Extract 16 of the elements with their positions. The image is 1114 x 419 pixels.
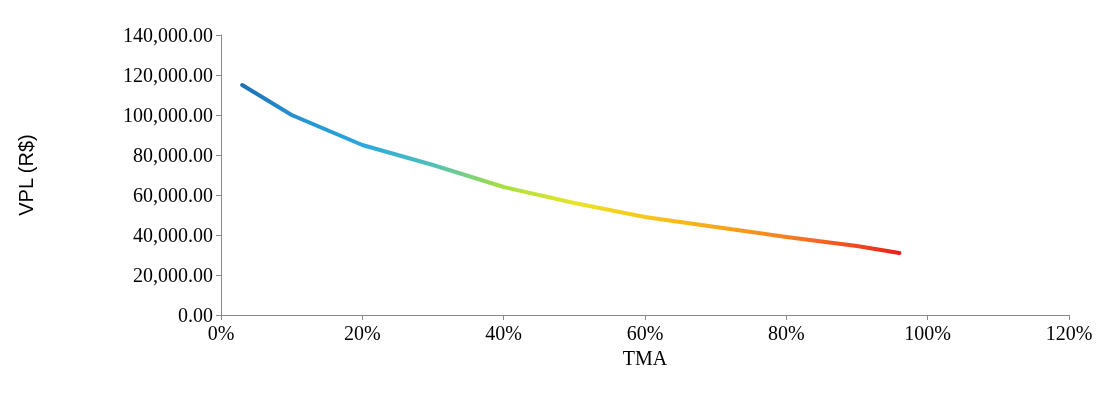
y-tick-label: 60,000.00 xyxy=(133,184,213,206)
x-axis-title: TMA xyxy=(622,346,668,369)
y-tick-label: 100,000.00 xyxy=(123,104,213,126)
x-tick-label: 80% xyxy=(768,322,805,344)
x-tick-label: 120% xyxy=(1045,322,1093,344)
y-tick-label: 80,000.00 xyxy=(133,144,213,166)
x-tick-label: 60% xyxy=(626,322,664,344)
y-tick-label: 120,000.00 xyxy=(123,64,213,86)
line-series xyxy=(240,83,902,255)
x-tick-label: 40% xyxy=(485,322,522,344)
x-tick-label: 100% xyxy=(904,322,951,344)
y-tick-label: 40,000.00 xyxy=(133,224,213,246)
y-tick-label: 20,000.00 xyxy=(133,264,213,286)
y-axis-title: VPL (R$) xyxy=(15,134,37,216)
x-tick-label: 20% xyxy=(344,322,381,344)
y-tick-label: 140,000.00 xyxy=(123,24,213,46)
